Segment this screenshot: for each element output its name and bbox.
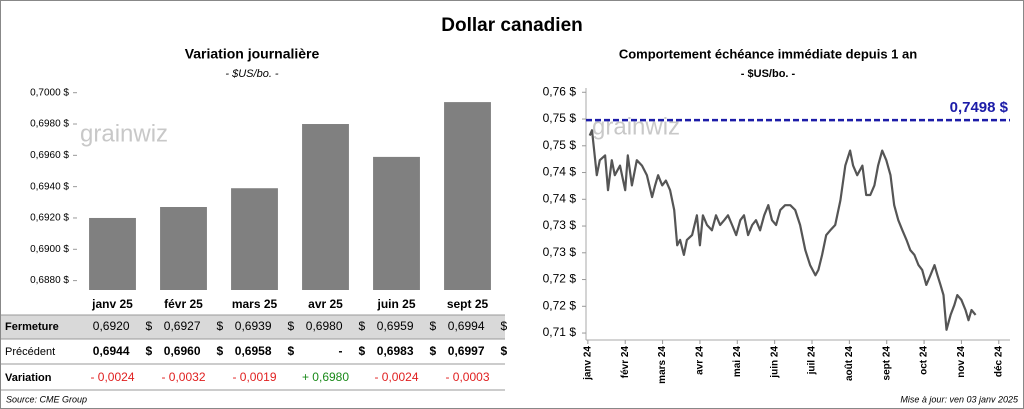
y-tick-label: 0,74 $ <box>543 165 577 179</box>
table-cell: - 0,0024 <box>90 370 134 384</box>
x-tick-label: févr 24 <box>620 346 631 379</box>
x-tick-label: oct 24 <box>919 346 930 375</box>
table-cell: - <box>339 344 343 358</box>
table-cell: + 0,6980 <box>302 370 349 384</box>
table-cell: 0,6959 <box>377 319 414 333</box>
x-tick-label: juil 24 <box>807 346 818 376</box>
y-tick-label: 0,76 $ <box>543 84 577 98</box>
update-date: Mise à jour: ven 03 janv 2025 <box>900 394 1019 404</box>
x-tick-label: sept 25 <box>447 297 489 311</box>
chart-title: Variation journalière <box>185 46 320 62</box>
table-cell: 0,6983 <box>377 344 414 358</box>
y-tick-label: 0,6980 $ <box>30 119 69 130</box>
x-tick-label: mars 24 <box>657 346 668 384</box>
y-tick-label: 0,6960 $ <box>30 150 69 161</box>
bar <box>302 124 349 290</box>
unit: $ <box>501 319 508 333</box>
chart-title: Comportement échéance immédiate depuis 1… <box>619 46 917 61</box>
bar <box>160 207 207 290</box>
bar <box>444 102 491 291</box>
table-cell: - 0,0024 <box>374 370 418 384</box>
row-background <box>1 315 505 339</box>
x-tick-label: févr 25 <box>164 297 203 311</box>
y-tick-label: 0,72 $ <box>543 298 577 312</box>
watermark: grainwiz <box>80 120 168 147</box>
y-tick-label: 0,6940 $ <box>30 181 69 192</box>
bar <box>231 188 278 290</box>
table-cell: 0,6980 <box>306 319 343 333</box>
y-tick-label: 0,73 $ <box>543 218 577 232</box>
y-tick-label: 0,72 $ <box>543 272 577 286</box>
table-cell: - 0,0019 <box>232 370 276 384</box>
x-tick-label: nov 24 <box>956 346 967 378</box>
unit: $ <box>217 344 224 358</box>
table-cell: 0,6958 <box>235 344 272 358</box>
y-tick-label: 0,74 $ <box>543 191 577 205</box>
unit: $ <box>288 344 295 358</box>
y-tick-label: 0,7000 $ <box>30 87 69 98</box>
y-tick-label: 0,6900 $ <box>30 244 69 255</box>
y-tick-label: 0,71 $ <box>543 325 577 339</box>
unit: $ <box>430 319 437 333</box>
y-tick-label: 0,73 $ <box>543 245 577 259</box>
unit: $ <box>146 344 153 358</box>
bar <box>373 156 420 290</box>
unit: $ <box>501 344 508 358</box>
row-label: Variation <box>5 372 52 384</box>
bar <box>89 217 136 290</box>
table-cell: - 0,0003 <box>445 370 489 384</box>
unit: $ <box>430 344 437 358</box>
row-label: Précédent <box>5 346 55 358</box>
x-tick-label: août 24 <box>844 346 855 381</box>
source: Source: CME Group <box>6 394 87 404</box>
chart-subtitle: - $US/bo. - <box>225 68 279 80</box>
x-tick-label: mars 25 <box>232 297 278 311</box>
page-title: Dollar canadien <box>441 15 583 36</box>
y-tick-label: 0,75 $ <box>543 111 577 125</box>
table-cell: 0,6927 <box>164 319 201 333</box>
table-cell: 0,6960 <box>164 344 201 358</box>
x-tick-label: déc 24 <box>993 346 1004 378</box>
table-cell: 0,6994 <box>448 319 485 333</box>
x-tick-label: avr 24 <box>695 346 706 375</box>
y-tick-label: 0,6880 $ <box>30 275 69 286</box>
unit: $ <box>217 319 224 333</box>
watermark: grainwiz <box>592 113 680 140</box>
table-cell: 0,6997 <box>448 344 485 358</box>
table-cell: 0,6944 <box>93 344 130 358</box>
y-tick-label: 0,75 $ <box>543 138 577 152</box>
x-tick-label: juin 25 <box>376 297 415 311</box>
x-tick-label: mai 24 <box>732 346 743 378</box>
chart-subtitle: - $US/bo. - <box>741 68 796 80</box>
unit: $ <box>359 344 366 358</box>
y-tick-label: 0,6920 $ <box>30 213 69 224</box>
x-tick-label: avr 25 <box>308 297 343 311</box>
unit: $ <box>359 319 366 333</box>
x-tick-label: janv 25 <box>91 297 133 311</box>
reference-label: 0,7498 $ <box>950 99 1009 116</box>
table-cell: 0,6920 <box>93 319 130 333</box>
unit: $ <box>146 319 153 333</box>
table-cell: 0,6939 <box>235 319 272 333</box>
x-tick-label: sept 24 <box>881 346 892 381</box>
x-tick-label: juin 24 <box>769 346 780 379</box>
x-tick-label: janv 24 <box>583 346 594 381</box>
unit: $ <box>288 319 295 333</box>
table-cell: - 0,0032 <box>161 370 205 384</box>
row-label: Fermeture <box>5 321 59 333</box>
line <box>588 129 977 331</box>
